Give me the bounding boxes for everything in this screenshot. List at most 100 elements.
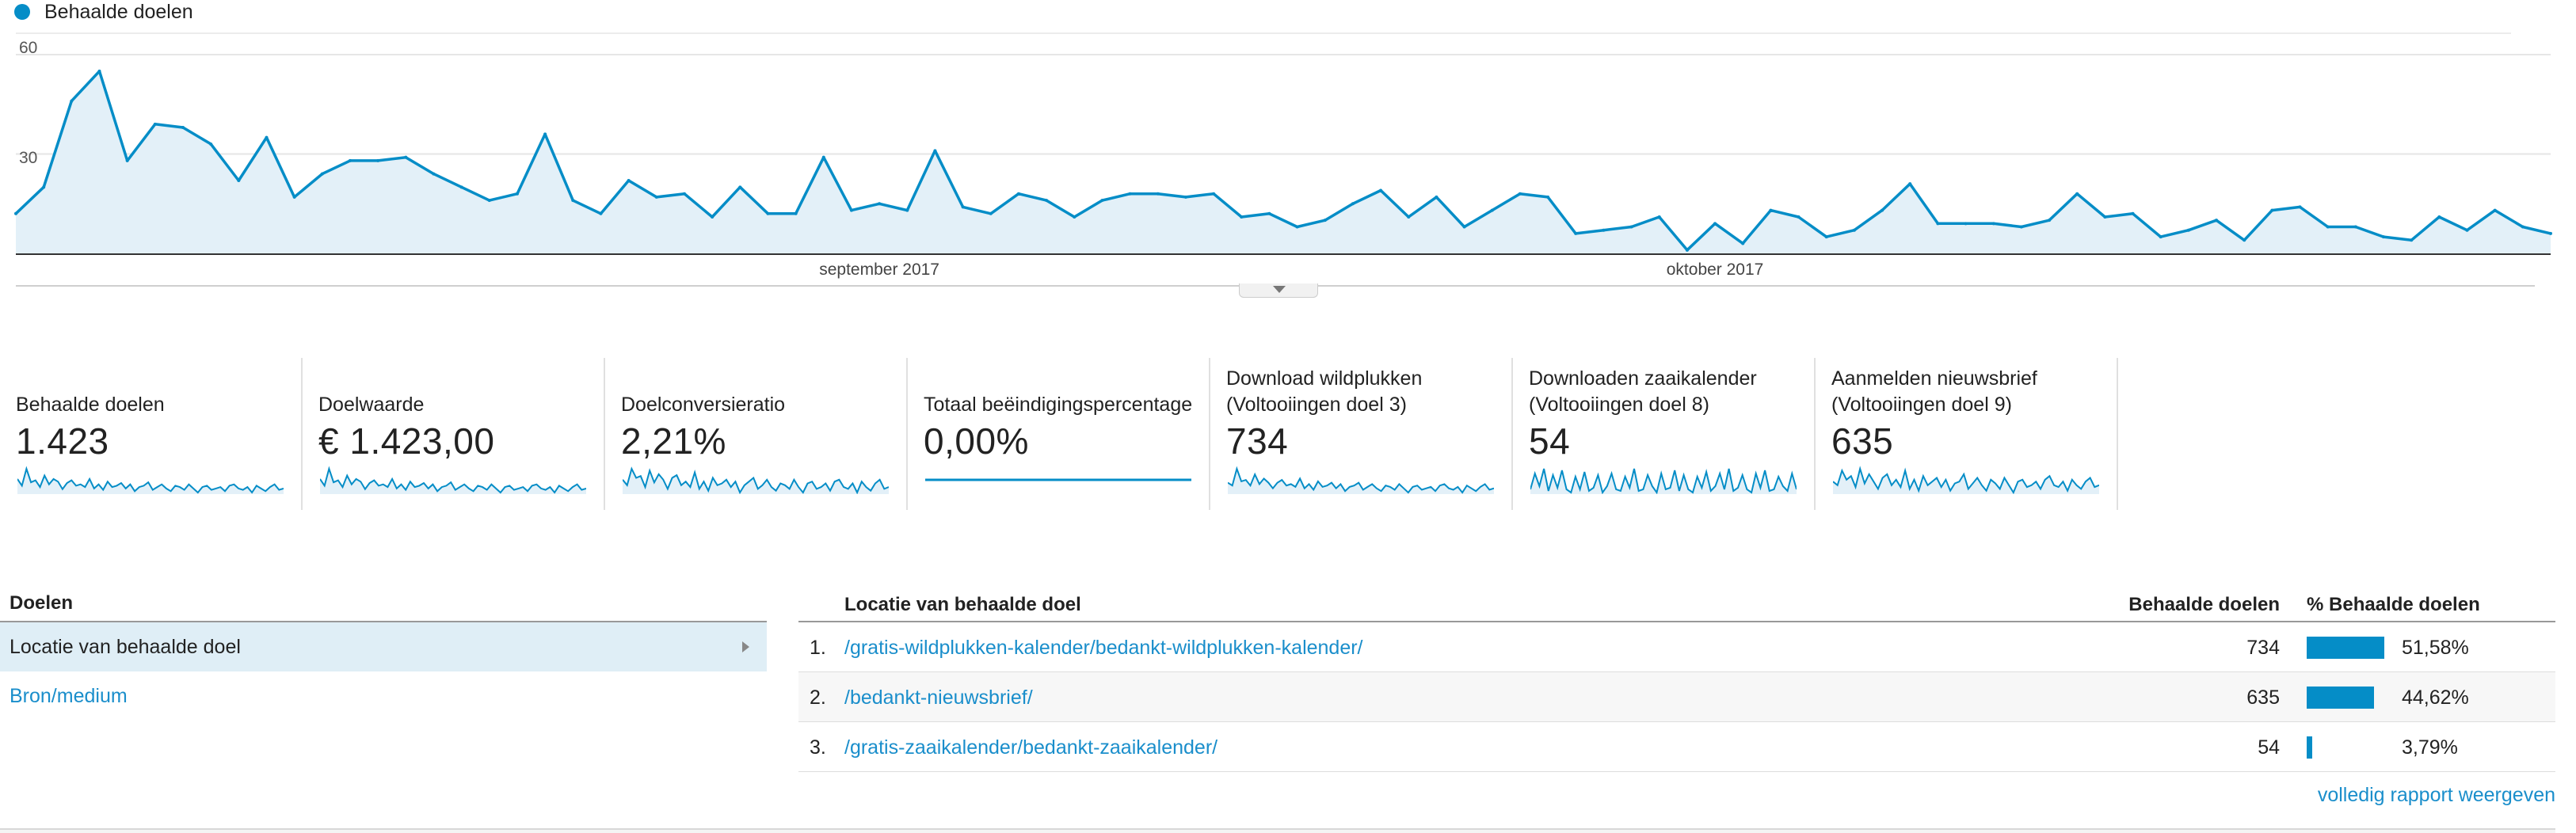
data-point[interactable] — [2243, 238, 2246, 242]
data-point[interactable] — [2298, 205, 2302, 209]
data-point[interactable] — [2131, 211, 2135, 215]
data-point[interactable] — [97, 69, 101, 73]
data-point[interactable] — [1073, 215, 1077, 219]
row-location-link[interactable]: /gratis-zaaikalender/bedankt-zaaikalende… — [844, 736, 1218, 759]
data-point[interactable] — [432, 172, 436, 176]
chart-collapse-handle[interactable] — [1239, 283, 1318, 298]
data-point[interactable] — [2103, 215, 2107, 219]
full-report-link[interactable]: volledig rapport weergeven — [2317, 784, 2555, 806]
data-point[interactable] — [2186, 228, 2190, 232]
scorecard-doelconversieratio[interactable]: Doelconversieratio 2,21% — [605, 358, 908, 510]
data-point[interactable] — [1881, 208, 1884, 212]
data-point[interactable] — [376, 158, 380, 162]
data-point[interactable] — [2549, 231, 2552, 235]
scorecard-beeindigingspercentage[interactable]: Totaal beëindigingspercentage 0,00% — [908, 358, 1210, 510]
data-point[interactable] — [1156, 192, 1160, 196]
data-point[interactable] — [794, 211, 798, 215]
data-point[interactable] — [1991, 222, 1995, 226]
data-point[interactable] — [627, 178, 631, 182]
data-point[interactable] — [2048, 219, 2052, 223]
data-point[interactable] — [265, 135, 269, 139]
data-point[interactable] — [2382, 235, 2386, 239]
data-point[interactable] — [2019, 225, 2023, 229]
data-point[interactable] — [1128, 192, 1132, 196]
data-point[interactable] — [1713, 222, 1717, 226]
scorecard-download-wildplukken[interactable]: Download wildplukken (Voltooiingen doel … — [1210, 358, 1513, 510]
data-point[interactable] — [487, 199, 491, 203]
data-point[interactable] — [14, 211, 17, 215]
data-point[interactable] — [2465, 228, 2469, 232]
data-point[interactable] — [125, 158, 129, 162]
data-point[interactable] — [209, 142, 213, 146]
data-point[interactable] — [515, 192, 519, 196]
data-point[interactable] — [1602, 228, 1606, 232]
data-point[interactable] — [849, 208, 853, 212]
data-point[interactable] — [961, 205, 965, 209]
goals-line-chart[interactable]: 60 30 september 2017 oktober 2017 — [0, 24, 2576, 293]
data-point[interactable] — [1212, 192, 1216, 196]
data-point[interactable] — [2326, 225, 2330, 229]
data-point[interactable] — [682, 192, 686, 196]
data-point[interactable] — [738, 185, 742, 189]
data-point[interactable] — [1407, 215, 1411, 219]
data-point[interactable] — [1546, 195, 1550, 199]
data-point[interactable] — [1685, 248, 1689, 252]
data-point[interactable] — [1518, 192, 1522, 196]
data-point[interactable] — [1852, 228, 1856, 232]
data-point[interactable] — [237, 178, 241, 182]
data-point[interactable] — [821, 155, 825, 159]
data-point[interactable] — [1240, 215, 1244, 219]
data-point[interactable] — [42, 185, 46, 189]
data-point[interactable] — [1741, 242, 1745, 245]
data-point[interactable] — [1797, 215, 1801, 219]
data-point[interactable] — [878, 202, 882, 206]
data-point[interactable] — [2437, 215, 2441, 219]
data-point[interactable] — [1295, 225, 1299, 229]
data-point[interactable] — [1657, 215, 1661, 219]
data-point[interactable] — [2493, 208, 2497, 212]
data-point[interactable] — [404, 155, 408, 159]
scorecard-behaalde-doelen[interactable]: Behaalde doelen 1.423 — [0, 358, 303, 510]
row-location-link[interactable]: /gratis-wildplukken-kalender/bedankt-wil… — [844, 637, 1363, 659]
data-point[interactable] — [1629, 225, 1633, 229]
data-point[interactable] — [2215, 219, 2219, 223]
data-point[interactable] — [1323, 219, 1327, 223]
data-point[interactable] — [2521, 225, 2525, 229]
data-point[interactable] — [1769, 208, 1773, 212]
data-point[interactable] — [181, 126, 185, 130]
data-point[interactable] — [543, 132, 547, 136]
data-point[interactable] — [905, 208, 909, 212]
data-point[interactable] — [1267, 211, 1271, 215]
dimension-item-bron-medium[interactable]: Bron/medium — [0, 671, 767, 721]
data-point[interactable] — [1435, 195, 1439, 199]
data-point[interactable] — [1016, 192, 1020, 196]
data-point[interactable] — [654, 195, 658, 199]
data-point[interactable] — [1574, 231, 1578, 235]
data-point[interactable] — [1379, 188, 1383, 192]
chart-legend[interactable]: Behaalde doelen — [14, 0, 193, 24]
data-point[interactable] — [571, 199, 575, 203]
data-point[interactable] — [1490, 208, 1494, 212]
data-point[interactable] — [2159, 235, 2163, 239]
data-point[interactable] — [1964, 222, 1968, 226]
data-point[interactable] — [153, 122, 157, 126]
data-point[interactable] — [1183, 195, 1187, 199]
row-location-link[interactable]: /bedankt-nieuwsbrief/ — [844, 687, 1033, 709]
data-point[interactable] — [459, 185, 463, 189]
data-point[interactable] — [2270, 208, 2274, 212]
data-point[interactable] — [933, 149, 937, 153]
scorecard-aanmelden-nieuwsbrief[interactable]: Aanmelden nieuwsbrief (Voltooiingen doel… — [1816, 358, 2118, 510]
dimension-item-locatie[interactable]: Locatie van behaalde doel — [0, 622, 767, 671]
data-point[interactable] — [1462, 225, 1466, 229]
data-point[interactable] — [1045, 199, 1049, 203]
data-point[interactable] — [348, 158, 352, 162]
data-point[interactable] — [1351, 202, 1355, 206]
data-point[interactable] — [320, 172, 324, 176]
data-point[interactable] — [599, 211, 603, 215]
data-point[interactable] — [1100, 199, 1104, 203]
data-point[interactable] — [989, 211, 993, 215]
data-point[interactable] — [292, 195, 296, 199]
data-point[interactable] — [2410, 238, 2414, 242]
data-point[interactable] — [766, 211, 770, 215]
data-point[interactable] — [2075, 192, 2079, 196]
